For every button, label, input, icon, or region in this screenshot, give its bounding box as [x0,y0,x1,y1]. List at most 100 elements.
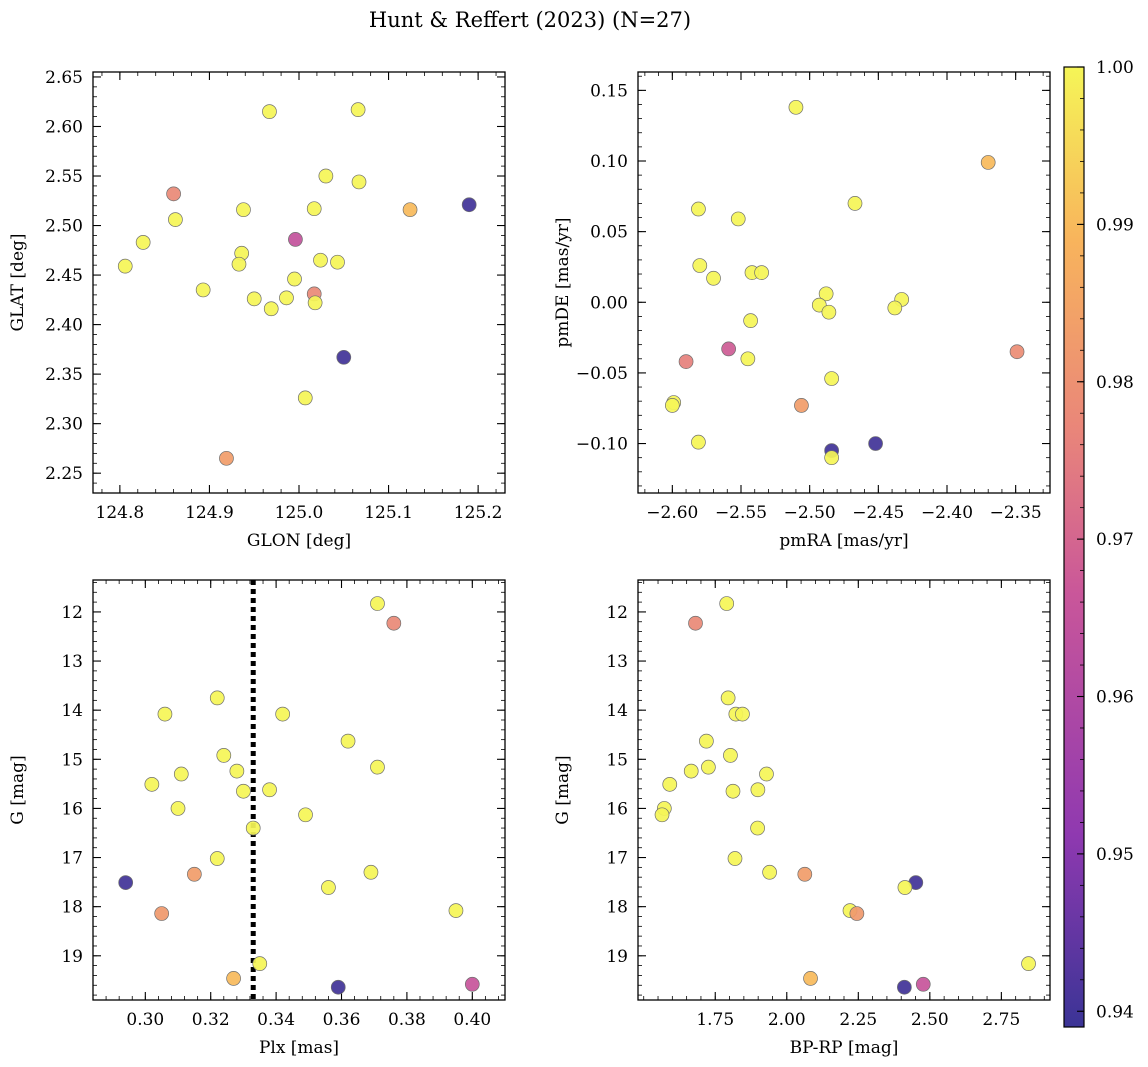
data-point [721,341,736,357]
data-point [750,820,765,836]
data-point [464,976,480,992]
y-tick-label: 0.10 [590,152,628,172]
y-tick-label: 19 [606,947,628,967]
y-tick-label: 2.45 [45,266,83,286]
data-point [720,690,736,706]
data-point [135,235,151,250]
data-point [350,102,366,117]
y-tick-label: −0.05 [576,364,628,384]
data-point [980,155,996,170]
data-point [173,766,189,782]
colorbar-ticks: 0.94 0.95 0.96 0.97 0.98 0.99 1.00 [1077,58,1134,1022]
y-tick-label: 12 [606,603,628,623]
y-tick-label: 16 [61,799,83,819]
x-tick-label: −2.40 [921,503,973,523]
y-tick-label: 0.00 [590,293,628,313]
data-point [313,252,328,268]
data-point [461,197,477,213]
data-point [386,615,402,631]
data-point [330,979,346,995]
data-point [683,763,699,779]
data-point [725,783,741,799]
colorbar: 0.94 0.95 0.96 0.97 0.98 0.99 1.00 [1063,58,1134,1028]
x-tick-label: 2.00 [768,1010,806,1030]
y-tick-label: 0.15 [590,81,628,101]
data-points [118,596,480,995]
data-point [821,304,837,320]
data-point [229,763,245,779]
panel-plx-g: 0.30 0.32 0.34 0.36 0.38 0.40 12 13 14 15 16 17 18 19… [8,579,506,1058]
x-tick-label: 125.1 [364,503,413,523]
data-point [195,282,211,298]
data-point [692,258,708,273]
data-point [263,301,279,317]
data-point [743,313,758,328]
data-point [226,971,241,986]
y-tick-label: 2.65 [45,68,83,88]
axes-frame [92,579,506,1001]
data-point [887,300,903,316]
colorbar-tick-label: 0.97 [1096,530,1134,550]
x-tick-label: 124.8 [96,503,145,523]
y-tick-label: 2.50 [45,217,83,237]
data-point [824,450,839,466]
data-point [321,880,336,895]
data-point [897,979,912,995]
data-point [915,976,931,992]
data-point [818,286,834,302]
data-point [788,99,804,115]
x-tick-label: 0.38 [388,1010,426,1030]
data-point [117,258,133,274]
data-point [168,212,183,227]
x-tick-label: 0.40 [453,1010,491,1030]
y-tick-label: 13 [61,652,83,672]
y-tick-label: 2.25 [45,464,83,484]
data-point [262,104,277,119]
data-point [868,436,883,451]
data-point [691,434,706,450]
data-point [118,875,134,890]
data-point [803,971,818,986]
data-point [762,864,777,880]
y-tick-label: 17 [606,849,628,869]
data-point [318,168,334,184]
data-point [824,371,839,386]
data-point [363,864,379,880]
colorbar-tick-label: 0.96 [1096,688,1134,708]
data-point [402,202,418,218]
x-tick-label: 0.32 [192,1010,230,1030]
data-point [750,782,766,798]
data-point [166,186,181,202]
data-point [706,270,721,286]
x-tick-label: 2.75 [982,1010,1020,1030]
data-point [297,390,313,406]
x-tick-label: −2.45 [852,503,904,523]
x-tick-label: 0.34 [257,1010,295,1030]
data-point [1009,344,1025,360]
major-ticks [93,580,505,1000]
data-point [209,851,225,866]
data-point [154,906,170,921]
figure-title: Hunt & Reffert (2023) (N=27) [369,8,691,32]
y-tick-label: 13 [606,652,628,672]
scatter-panels: 124.8 124.9 125.0 125.1 125.2 2.25 2.30 2.35 2.4… [8,68,1051,1058]
data-point [306,201,322,217]
data-point [754,265,769,280]
major-ticks [93,72,505,493]
data-point [662,777,678,792]
x-tick-label: 0.36 [323,1010,361,1030]
data-point [448,903,464,918]
x-tick-label: −2.60 [646,503,698,523]
data-point [231,256,247,272]
data-point [727,851,743,866]
data-point [691,201,706,217]
y-tick-label: 2.40 [45,316,83,336]
x-tick-label: −2.35 [990,503,1042,523]
y-tick-label: 18 [61,898,83,918]
axes-frame [637,71,1051,494]
y-tick-label: 14 [61,701,83,721]
data-points [664,99,1025,466]
data-point [370,596,385,611]
colorbar-tick-label: 1.00 [1096,58,1134,78]
